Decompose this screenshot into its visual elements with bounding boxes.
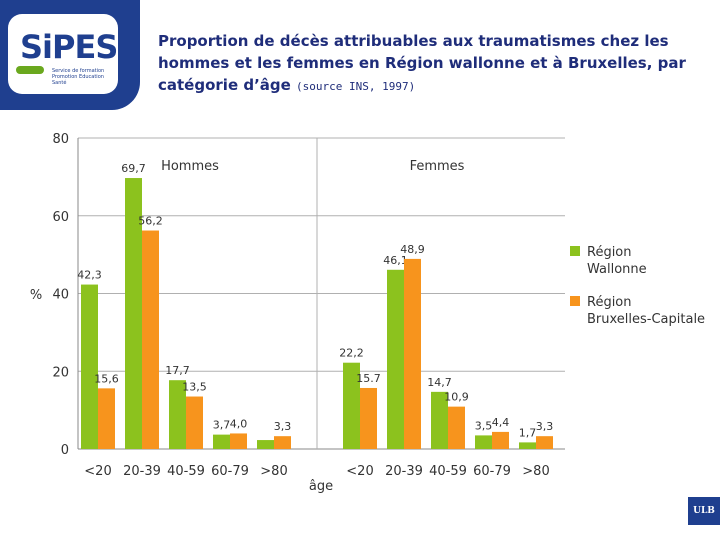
- data-label-hommes-wallonne-3: 3,7: [213, 419, 231, 432]
- data-label-hommes-bruxelles-0: 15,6: [94, 372, 119, 385]
- x-tick-label-femmes-0: <20: [346, 464, 373, 479]
- bar-femmes-wallonne-2: [431, 391, 448, 449]
- sipes-logo: SiPES Service de formation Promotion Edu…: [0, 0, 140, 110]
- logo-accent: [16, 66, 44, 74]
- bar-femmes-bruxelles-0: [360, 387, 377, 449]
- title-source: (source INS, 1997): [296, 80, 416, 93]
- legend-label-line2-1: Bruxelles-Capitale: [587, 312, 705, 327]
- bar-femmes-bruxelles-2: [448, 406, 465, 449]
- data-label-femmes-bruxelles-2: 10,9: [444, 391, 469, 404]
- data-label-hommes-bruxelles-4: 3,3: [274, 420, 292, 433]
- bar-femmes-wallonne-1: [387, 269, 404, 449]
- slide-title: Proportion de décès attribuables aux tra…: [158, 30, 708, 98]
- bar-hommes-bruxelles-1: [142, 230, 159, 449]
- y-tick-label-40: 40: [52, 288, 69, 303]
- legend-label-line1-1: Région: [587, 295, 632, 310]
- bar-hommes-wallonne-4: [257, 440, 274, 449]
- bar-hommes-bruxelles-4: [274, 436, 291, 449]
- bar-hommes-wallonne-1: [125, 178, 142, 449]
- data-label-hommes-wallonne-1: 69,7: [121, 162, 146, 175]
- bar-hommes-wallonne-2: [169, 380, 186, 449]
- logo-subtitle: Service de formation Promotion Education…: [52, 68, 116, 86]
- logo-wordmark: SiPES: [20, 28, 118, 66]
- group-label-hommes: Hommes: [161, 159, 219, 174]
- bar-hommes-bruxelles-0: [98, 388, 115, 449]
- data-label-hommes-bruxelles-2: 13,5: [182, 381, 207, 394]
- x-axis-label: âge: [309, 479, 333, 494]
- data-label-femmes-bruxelles-0: 15.7: [356, 372, 381, 385]
- bar-hommes-bruxelles-2: [186, 396, 203, 449]
- legend-swatch-wallonne: [570, 246, 580, 256]
- data-label-femmes-wallonne-1: 46,1: [383, 254, 408, 267]
- x-tick-label-femmes-1: 20-39: [385, 464, 423, 479]
- ulb-logo: ULB: [688, 497, 720, 525]
- legend-label-line1-0: Région: [587, 245, 632, 260]
- title-main: Proportion de décès attribuables aux tra…: [158, 32, 686, 94]
- bar-femmes-wallonne-0: [343, 362, 360, 449]
- x-tick-label-hommes-2: 40-59: [167, 464, 205, 479]
- logo-badge: SiPES Service de formation Promotion Edu…: [8, 14, 118, 94]
- x-tick-label-hommes-0: <20: [84, 464, 111, 479]
- legend-swatch-bruxelles: [570, 296, 580, 306]
- logo-subtitle-line2: Promotion Education Santé: [52, 74, 104, 86]
- y-tick-label-20: 20: [52, 365, 69, 380]
- bar-femmes-wallonne-3: [475, 435, 492, 449]
- y-tick-label-60: 60: [52, 210, 69, 225]
- bar-femmes-bruxelles-1: [404, 258, 421, 449]
- bar-hommes-bruxelles-3: [230, 433, 247, 449]
- x-tick-label-hommes-1: 20-39: [123, 464, 161, 479]
- data-label-femmes-bruxelles-3: 4,4: [492, 416, 510, 429]
- x-tick-label-femmes-4: >80: [522, 464, 549, 479]
- x-tick-label-femmes-3: 60-79: [473, 464, 511, 479]
- data-label-femmes-wallonne-2: 14,7: [427, 376, 452, 389]
- x-tick-label-hommes-3: 60-79: [211, 464, 249, 479]
- data-label-femmes-bruxelles-1: 48,9: [400, 243, 425, 256]
- bar-hommes-wallonne-3: [213, 434, 230, 449]
- x-tick-label-femmes-2: 40-59: [429, 464, 467, 479]
- bar-hommes-wallonne-0: [81, 284, 98, 449]
- y-tick-label-0: 0: [61, 443, 69, 458]
- bar-femmes-bruxelles-3: [492, 431, 509, 449]
- group-label-femmes: Femmes: [410, 159, 465, 174]
- y-tick-label-80: 80: [52, 132, 69, 147]
- bar-femmes-bruxelles-4: [536, 436, 553, 449]
- logo-subtitle-line1: Service de formation: [52, 68, 105, 74]
- data-label-femmes-wallonne-0: 22,2: [339, 347, 364, 360]
- y-axis-label: %: [30, 288, 42, 303]
- data-label-femmes-wallonne-3: 3,5: [475, 419, 493, 432]
- x-tick-label-hommes-4: >80: [260, 464, 287, 479]
- data-label-hommes-bruxelles-3: 4,0: [230, 417, 248, 430]
- data-label-hommes-wallonne-2: 17,7: [165, 364, 190, 377]
- data-label-femmes-bruxelles-4: 3,3: [536, 420, 554, 433]
- data-label-hommes-bruxelles-1: 56,2: [138, 215, 163, 228]
- legend-label-line2-0: Wallonne: [587, 262, 647, 277]
- data-label-femmes-wallonne-4: 1,7: [519, 426, 537, 439]
- bar-femmes-wallonne-4: [519, 442, 536, 449]
- data-label-hommes-wallonne-0: 42,3: [77, 269, 102, 282]
